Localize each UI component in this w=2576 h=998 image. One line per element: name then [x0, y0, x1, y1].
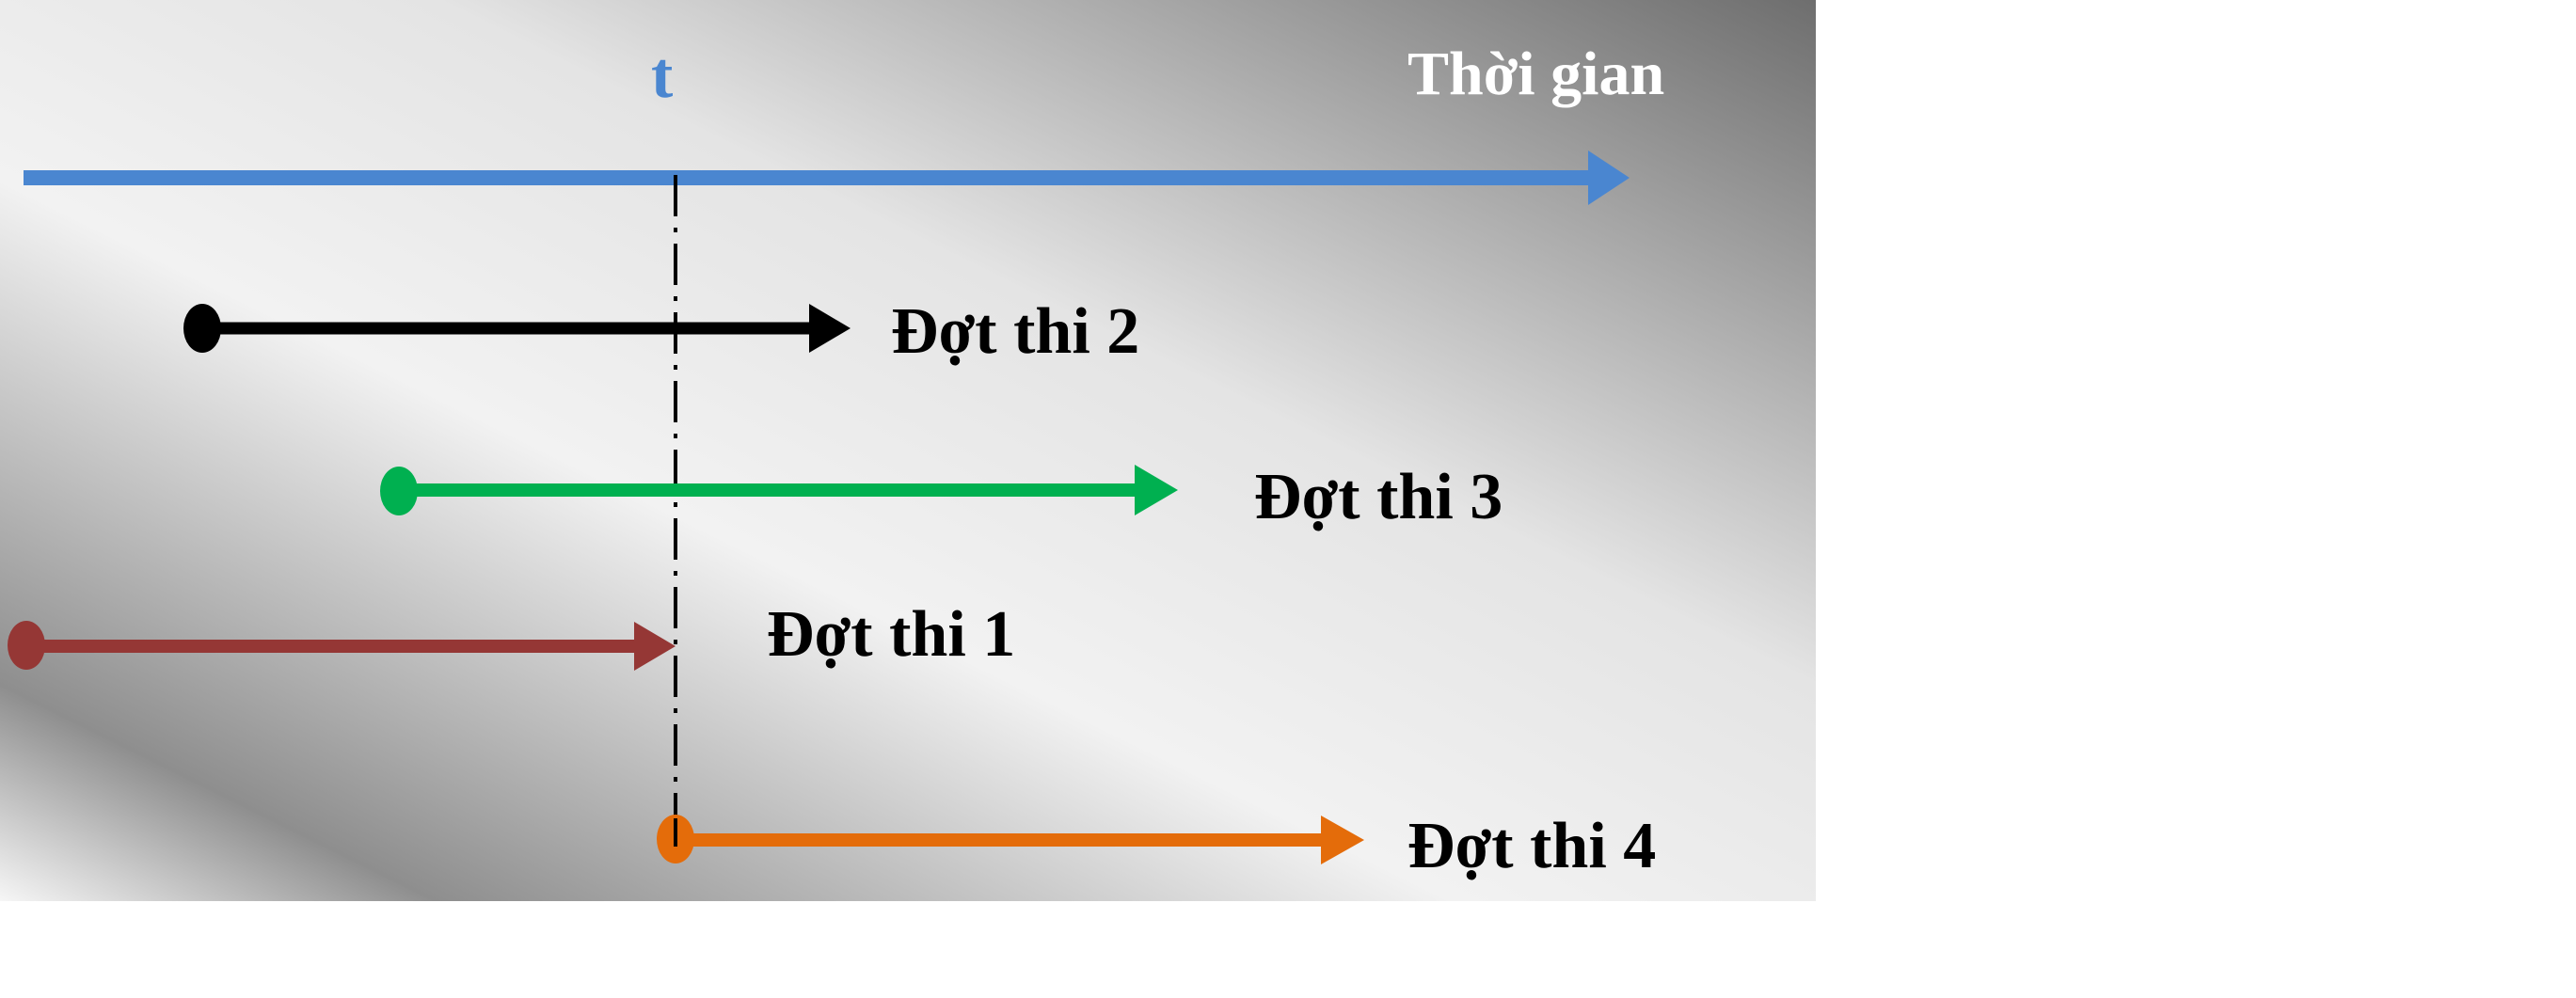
- round-4-arrow: Đợt thi 4: [657, 810, 1656, 882]
- round-4-label: Đợt thi 4: [1407, 810, 1656, 882]
- round-3-arrowhead: [1135, 465, 1178, 515]
- round-1-arrow: Đợt thi 1: [8, 598, 1015, 671]
- background-panel: [0, 0, 1816, 901]
- round-2-arrow: Đợt thi 2: [183, 295, 1139, 368]
- round-2-arrowhead: [809, 304, 851, 353]
- round-1-label: Đợt thi 1: [767, 598, 1015, 671]
- round-4-arrowhead: [1321, 816, 1364, 864]
- time-axis: Thời gian: [24, 40, 1664, 205]
- time-marker-label: t: [651, 40, 673, 112]
- time-marker: t: [651, 40, 677, 847]
- round-3-arrow: Đợt thi 3: [380, 461, 1503, 533]
- round-3-label: Đợt thi 3: [1254, 461, 1503, 533]
- round-1-arrowhead: [634, 622, 676, 671]
- round-2-label: Đợt thi 2: [891, 295, 1139, 368]
- time-axis-label: Thời gian: [1407, 40, 1664, 108]
- time-axis-arrowhead: [1588, 150, 1630, 205]
